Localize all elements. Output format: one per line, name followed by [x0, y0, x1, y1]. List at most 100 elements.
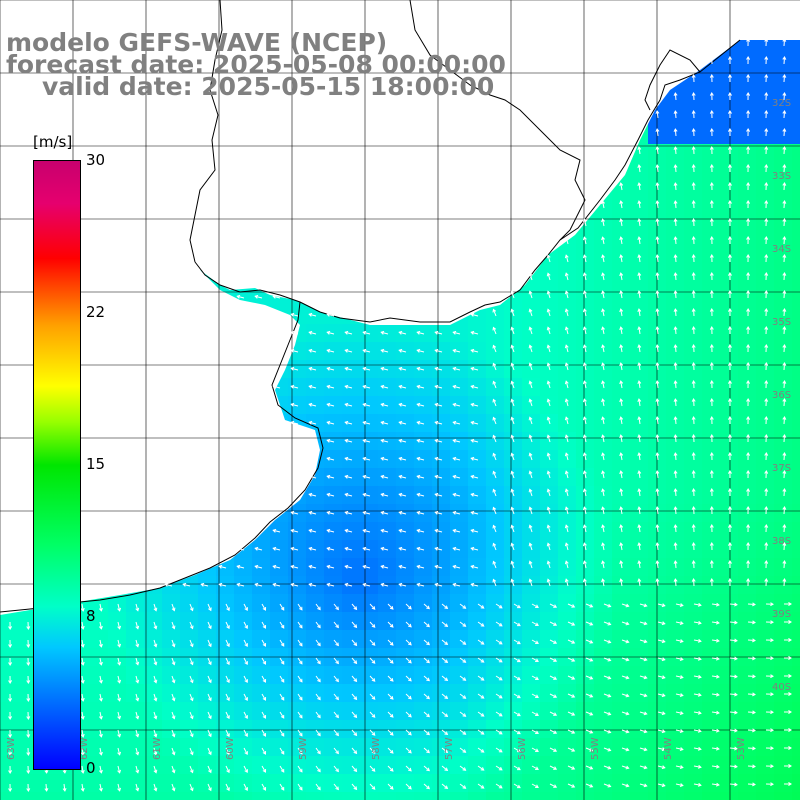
wind-arrow [273, 583, 281, 587]
wind-arrowhead [416, 438, 421, 443]
wind-arrowhead [601, 398, 605, 403]
wind-arrowhead [571, 730, 576, 734]
wind-arrowhead [727, 182, 732, 186]
wind-speed-cell [702, 216, 720, 234]
wind-speed-cell [18, 720, 36, 738]
wind-arrow [511, 507, 515, 515]
wind-arrow [565, 579, 569, 587]
wind-speed-cell [324, 360, 342, 378]
wind-arrowhead [8, 698, 13, 702]
wind-arrowhead [564, 308, 569, 313]
wind-arrowhead [335, 786, 339, 791]
wind-arrow [783, 128, 786, 137]
wind-arrow [459, 675, 466, 681]
wind-arrow [583, 237, 587, 245]
wind-arrowhead [637, 200, 642, 205]
wind-speed-cell [774, 576, 792, 594]
wind-arrowhead [153, 787, 158, 792]
wind-arrow [189, 765, 194, 773]
wind-arrow [783, 398, 786, 407]
wind-arrowhead [582, 380, 587, 385]
wind-speed-cell [720, 324, 738, 342]
wind-arrowhead [709, 308, 714, 312]
wind-arrow [583, 525, 587, 533]
wind-arrow [345, 349, 353, 353]
wind-arrowhead [673, 380, 678, 384]
wind-arrowhead [727, 272, 732, 276]
wind-arrow [621, 603, 629, 607]
wind-speed-cell [234, 702, 252, 720]
wind-arrowhead [746, 182, 751, 186]
wind-arrowhead [516, 712, 521, 717]
wind-speed-cell [144, 720, 162, 738]
wind-arrow [674, 380, 677, 389]
wind-speed-cell [504, 774, 522, 792]
wind-speed-cell [612, 450, 630, 468]
wind-arrow [297, 729, 303, 737]
wind-arrowhead [452, 546, 457, 551]
wind-arrowhead [26, 734, 31, 738]
wind-arrow [531, 693, 539, 698]
wind-arrow [783, 416, 786, 425]
wind-arrowhead [727, 398, 732, 402]
wind-speed-cell [450, 594, 468, 612]
wind-arrow [417, 511, 425, 515]
wind-speed-cell [342, 576, 360, 594]
wind-arrow [783, 236, 786, 245]
wind-arrow [549, 729, 557, 734]
wind-speed-cell [702, 468, 720, 486]
wind-speed-cell [180, 684, 198, 702]
wind-speed-cell [684, 756, 702, 774]
wind-arrowhead [625, 603, 630, 608]
wind-arrowhead [661, 783, 666, 788]
wind-arrowhead [416, 330, 421, 335]
wind-arrowhead [362, 438, 367, 443]
wind-arrowhead [782, 164, 787, 168]
wind-speed-cell [360, 468, 378, 486]
wind-arrowhead [782, 452, 787, 456]
wind-arrowhead [764, 56, 769, 60]
wind-arrow [399, 439, 407, 443]
wind-speed-cell [270, 792, 288, 800]
wind-speed-cell [738, 432, 756, 450]
wind-arrowhead [444, 605, 449, 610]
wind-speed-cell [450, 504, 468, 522]
wind-arrowhead [344, 456, 349, 461]
wind-arrow [492, 453, 497, 461]
wind-arrow [471, 511, 479, 515]
wind-speed-cell [540, 378, 558, 396]
wind-speed-cell [522, 324, 540, 342]
model-title: modelo GEFS-WAVE (NCEP) [6, 28, 388, 57]
wind-speed-cell [558, 702, 576, 720]
wind-arrowhead [679, 675, 684, 679]
wind-speed-cell [702, 90, 720, 108]
wind-arrowhead [637, 254, 642, 259]
wind-arrow [399, 583, 407, 587]
wind-speed-cell [558, 468, 576, 486]
wind-speed-cell [756, 666, 774, 684]
wind-speed-cell [792, 252, 800, 270]
wind-speed-cell [306, 630, 324, 648]
wind-speed-cell [720, 216, 738, 234]
wind-speed-cell [306, 540, 324, 558]
wind-arrowhead [637, 344, 642, 349]
wind-speed-cell [594, 774, 612, 792]
wind-arrowhead [601, 434, 605, 439]
wind-arrowhead [655, 398, 660, 402]
wind-arrow [297, 621, 303, 629]
wind-speed-cell [54, 774, 72, 792]
wind-speed-cell [486, 414, 504, 432]
wind-speed-cell [360, 594, 378, 612]
wind-speed-cell [162, 630, 180, 648]
wind-arrowhead [661, 603, 666, 608]
wind-arrowhead [546, 362, 551, 367]
wind-arrowhead [655, 434, 660, 438]
wind-arrow [783, 110, 786, 119]
wind-arrowhead [362, 492, 367, 497]
wind-arrowhead [764, 362, 769, 366]
wind-arrow [81, 747, 84, 755]
wind-arrow [435, 367, 443, 371]
wind-speed-cell [18, 702, 36, 720]
wind-arrowhead [709, 452, 714, 456]
wind-speed-cell [594, 738, 612, 756]
